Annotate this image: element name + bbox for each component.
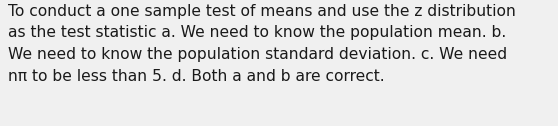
- Text: To conduct a one sample test of means and use the z distribution
as the test sta: To conduct a one sample test of means an…: [8, 4, 516, 84]
